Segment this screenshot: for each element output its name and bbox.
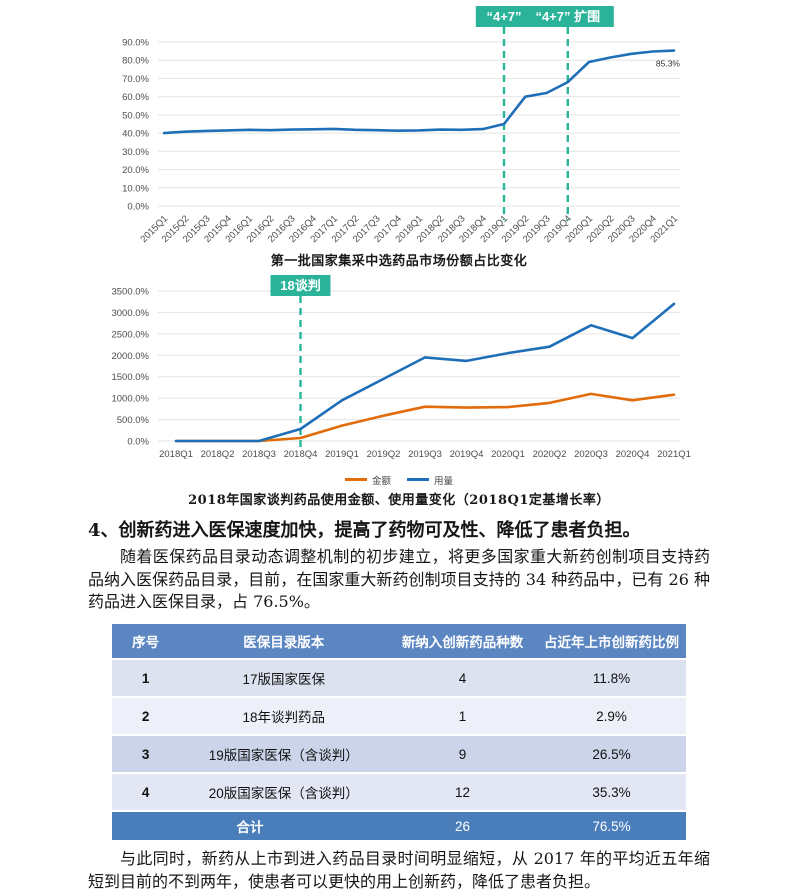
y-tick-label: 30.0% — [122, 147, 149, 158]
table-cell: 4 — [141, 784, 150, 800]
legend-line-icon — [407, 478, 429, 481]
chart-legend: 金额 用量 — [88, 473, 710, 487]
y-tick-label: 0.0% — [127, 202, 149, 213]
table-cell: 11.8% — [592, 670, 631, 686]
chart1-caption: 第一批国家集采中选药品市场份额占比变化 — [270, 254, 528, 269]
chart2-caption: 2018年国家谈判药品使用金额、使用量变化（2018Q1定基增长率） — [188, 493, 610, 508]
table-cell: 20版国家医保（含谈判） — [208, 786, 359, 802]
table-cell: 3 — [141, 746, 150, 762]
x-tick-label: 2018Q2 — [201, 449, 235, 460]
table-total-label: 合计 — [236, 820, 264, 836]
table-header-cell: 医保目录版本 — [243, 635, 325, 651]
series-line-用量 — [174, 302, 676, 443]
table-cell: 18年谈判药品 — [242, 710, 325, 726]
table-cell: 19版国家医保（含谈判） — [208, 748, 359, 764]
table-row: 3 19版国家医保（含谈判） 9 26.5% — [112, 736, 686, 773]
table-row: 1 17版国家医保 4 11.8% — [112, 660, 686, 697]
table-cell: 12 — [455, 784, 471, 800]
table-row: 2 18年谈判药品 1 2.9% — [112, 698, 686, 735]
y-tick-label: 1500.0% — [111, 372, 149, 383]
annotation-label-box — [270, 275, 331, 296]
table-cell: 17版国家医保 — [242, 672, 325, 688]
table-total-value: 26 — [455, 818, 471, 834]
paragraph-2: 与此同时，新药从上市到进入药品目录时间明显缩短，从 2017 年的平均近五年缩短… — [88, 849, 710, 891]
section-heading: 4、创新药进入医保速度加快，提高了药物可及性、降低了患者负担。 — [88, 520, 641, 541]
y-tick-label: 80.0% — [122, 56, 149, 67]
market-share-line-chart: 0.0% 10.0% 20.0% 30.0% 40.0% 50.0% 60.0% 70.0% 8… — [122, 6, 681, 245]
series-end-value-label: 85.3% — [656, 59, 681, 69]
x-tick-label: 2020Q2 — [533, 449, 567, 460]
x-tick-label: 2019Q4 — [450, 449, 484, 460]
x-tick-label: 2019Q1 — [325, 449, 359, 460]
table-cell: 9 — [458, 746, 467, 762]
table-cell: 4 — [458, 670, 467, 686]
legend-item: 用量 — [407, 473, 453, 487]
table-header-cell: 序号 — [132, 635, 160, 651]
annotation-label: “4+7” — [486, 9, 521, 24]
legend-line-icon — [344, 478, 367, 481]
y-tick-label: 2500.0% — [111, 329, 149, 340]
table-header-row: 序号 医保目录版本 新纳入创新药品种数 占近年上市创新药比例 — [112, 624, 686, 659]
y-tick-label: 3000.0% — [111, 308, 149, 319]
negotiated-drugs-figure: 0.0% 500.0% 1000.0% 1500.0% 2000.0% 2500.0% 30… — [88, 275, 710, 508]
y-tick-label: 500.0% — [117, 415, 150, 426]
x-tick-label: 2018Q4 — [284, 449, 318, 460]
y-tick-label: 20.0% — [122, 165, 149, 176]
y-tick-label: 10.0% — [122, 183, 149, 194]
paragraph-1: 随着医保药品目录动态调整机制的初步建立，将更多国家重大新药创制项目支持药品纳入医… — [88, 547, 710, 612]
table-header-cell: 新纳入创新药品种数 — [401, 635, 524, 651]
annotation-label-box — [521, 6, 614, 27]
y-tick-label: 50.0% — [122, 110, 149, 121]
annotation-label: “4+7” 扩围 — [535, 9, 600, 24]
y-tick-label: 3500.0% — [111, 287, 149, 298]
y-tick-label: 40.0% — [122, 129, 149, 140]
series-line-金额 — [174, 392, 676, 443]
y-tick-label: 60.0% — [122, 92, 149, 103]
table-cell: 2 — [141, 708, 150, 724]
series-line-main — [162, 49, 676, 135]
annotation-label-box — [475, 6, 533, 27]
x-tick-label: 2018Q3 — [242, 449, 276, 460]
table-cell: 26.5% — [592, 746, 631, 762]
y-tick-label: 1000.0% — [111, 394, 149, 405]
table-row: 4 20版国家医保（含谈判） 12 35.3% — [112, 774, 686, 811]
x-tick-label: 2020Q1 — [491, 449, 525, 460]
x-tick-label: 2021Q1 — [657, 449, 691, 460]
y-tick-label: 90.0% — [122, 38, 149, 49]
y-tick-label: 70.0% — [122, 74, 149, 85]
table-cell: 35.3% — [592, 784, 631, 800]
negotiated-drugs-line-chart: 0.0% 500.0% 1000.0% 1500.0% 2000.0% 2500.0% 30… — [111, 275, 691, 460]
legend-item: 金额 — [344, 473, 391, 487]
medical-insurance-catalog-table: 序号 医保目录版本 新纳入创新药品种数 占近年上市创新药比例 1 17版国家医保 4 11.8… — [112, 622, 686, 842]
table-cell: 2.9% — [596, 708, 627, 724]
y-tick-label: 2000.0% — [111, 351, 149, 362]
x-tick-label: 2018Q1 — [159, 449, 193, 460]
legend-label: 用量 — [434, 475, 454, 487]
y-tick-label: 0.0% — [127, 437, 149, 448]
annotation-label: 18谈判 — [280, 278, 320, 293]
x-tick-label: 2019Q3 — [408, 449, 442, 460]
market-share-figure: 0.0% 10.0% 20.0% 30.0% 40.0% 50.0% 60.0% 70.0% 8… — [88, 6, 710, 269]
table-header-cell: 占近年上市创新药比例 — [544, 635, 680, 651]
table-total-value: 76.5% — [592, 818, 631, 834]
table-cell: 1 — [458, 708, 467, 724]
x-tick-label: 2019Q2 — [367, 449, 401, 460]
table-total-row: 合计 26 76.5% — [112, 812, 686, 841]
x-tick-label: 2020Q3 — [574, 449, 608, 460]
legend-label: 金额 — [371, 475, 391, 487]
table-cell: 1 — [141, 670, 150, 686]
x-tick-label: 2020Q4 — [616, 449, 650, 460]
